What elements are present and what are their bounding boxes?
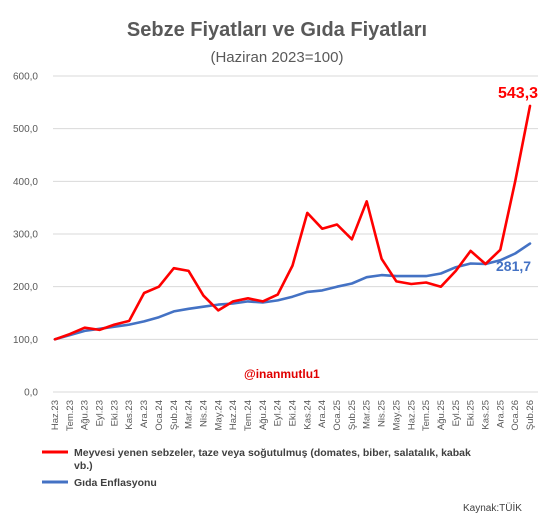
x-tick-label: Eki.25 [466, 400, 477, 426]
x-tick-label: Eki.23 [109, 400, 120, 426]
chart-subtitle: (Haziran 2023=100) [210, 49, 343, 66]
x-tick-label: Ağu.24 [258, 400, 269, 430]
x-tick-label: Ağu.23 [80, 400, 91, 430]
x-tick-label: Oca.24 [154, 400, 165, 431]
x-axis-ticks: Haz.23 Tem.23 Ağu.23 Eyl.23 Eki.23 Kas.23 Ara.… [50, 400, 536, 431]
x-tick-label: Tem.24 [243, 400, 254, 431]
legend-label-vegetables-line1: Meyvesi yenen sebzeler, taze veya soğutu… [74, 447, 471, 459]
series-line-food-inflation [53, 242, 532, 341]
legend: Meyvesi yenen sebzeler, taze veya soğutu… [42, 447, 474, 489]
y-tick-label: 600,0 [13, 72, 38, 83]
x-tick-label: Mar.24 [184, 400, 195, 429]
x-tick-label: Nis.24 [198, 400, 209, 427]
legend-label-vegetables: Meyvesi yenen sebzeler, taze veya soğutu… [74, 447, 474, 472]
x-tick-label: Oca.26 [510, 400, 521, 431]
end-label-vegetables: 543,3 [498, 85, 538, 102]
x-tick-label: Kas.24 [302, 400, 313, 430]
x-tick-label: Eki.24 [288, 400, 299, 426]
x-tick-label: Ara.25 [495, 400, 506, 428]
legend-label-vegetables-line2: vb.) [74, 460, 93, 472]
series-lines [53, 104, 532, 341]
annotation-watermark: @inanmutlu1 [244, 367, 320, 381]
y-tick-label: 400,0 [13, 177, 38, 188]
x-tick-label: Haz.25 [406, 400, 417, 430]
x-tick-label: May.24 [213, 400, 224, 430]
x-tick-label: Ara.24 [317, 400, 328, 428]
x-tick-label: Nis.25 [377, 400, 388, 427]
y-tick-label: 0,0 [24, 388, 38, 399]
x-tick-label: Şub.25 [347, 400, 358, 430]
x-tick-label: Oca.25 [332, 400, 343, 431]
x-tick-label: Ağu.25 [436, 400, 447, 430]
x-tick-label: Kas.25 [480, 400, 491, 430]
x-tick-label: Eyl.25 [451, 400, 462, 426]
series-line-vegetables [53, 104, 532, 341]
y-tick-label: 300,0 [13, 230, 38, 241]
end-label-food-inflation: 281,7 [496, 258, 531, 274]
x-tick-label: Kas.23 [124, 400, 135, 430]
x-tick-label: Haz.23 [50, 400, 61, 430]
y-axis-ticks: 0,0 100,0 200,0 300,0 400,0 500,0 600,0 [13, 72, 38, 399]
gridlines [53, 75, 538, 393]
x-tick-label: Şub.26 [525, 400, 536, 430]
x-tick-label: Tem.23 [65, 400, 76, 431]
x-tick-label: Şub.24 [169, 400, 180, 430]
x-tick-label: May.25 [391, 400, 402, 430]
legend-label-food-inflation: Gıda Enflasyonu [74, 477, 157, 489]
x-tick-label: Haz.24 [228, 400, 239, 430]
x-tick-label: Eyl.24 [273, 400, 284, 426]
source-note: Kaynak:TÜİK [463, 501, 522, 514]
y-tick-label: 100,0 [13, 335, 38, 346]
chart-title: Sebze Fiyatları ve Gıda Fiyatları [127, 19, 427, 41]
x-tick-label: Eyl.23 [95, 400, 106, 426]
y-tick-label: 500,0 [13, 124, 38, 135]
x-tick-label: Mar.25 [362, 400, 373, 429]
x-tick-label: Ara.23 [139, 400, 150, 428]
y-tick-label: 200,0 [13, 282, 38, 293]
x-tick-label: Tem.25 [421, 400, 432, 431]
